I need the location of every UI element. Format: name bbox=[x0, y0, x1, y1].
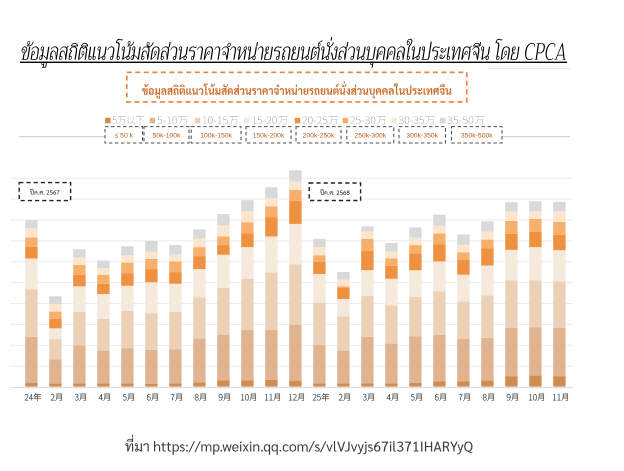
svg-text:50k-100k: 50k-100k bbox=[153, 133, 182, 140]
svg-text:200k-250k: 200k-250k bbox=[303, 133, 335, 140]
svg-text:350k-500k: 350k-500k bbox=[461, 133, 493, 140]
svg-text:250k-300k: 250k-300k bbox=[354, 133, 386, 140]
svg-text:100k-150k: 100k-150k bbox=[200, 133, 232, 140]
svg-text:300k-350k: 300k-350k bbox=[406, 133, 438, 140]
svg-text:150k-200k: 150k-200k bbox=[253, 133, 285, 140]
svg-text:≤ 50 k: ≤ 50 k bbox=[115, 133, 134, 140]
